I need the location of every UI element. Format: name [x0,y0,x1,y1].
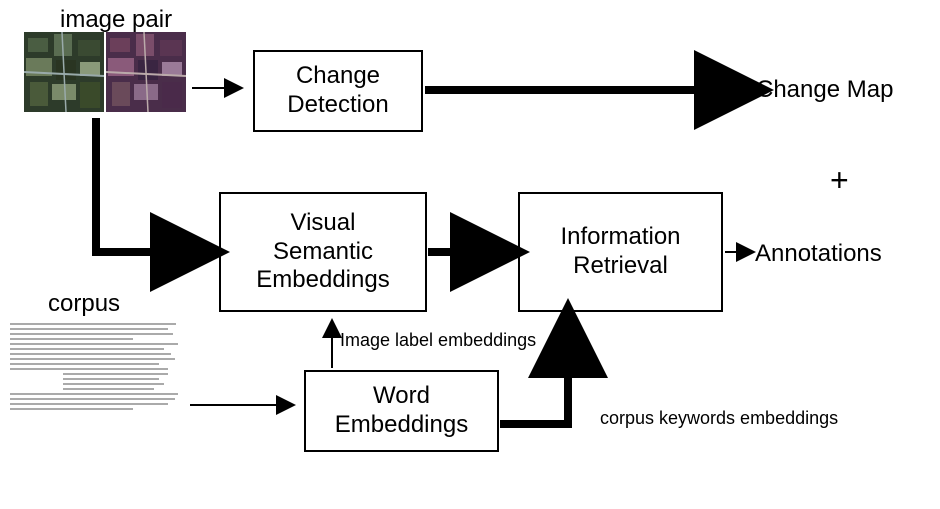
image-label-embeddings-label: Image label embeddings [340,330,536,351]
sat-image-2 [106,32,186,112]
change-detection-box: Change Detection [253,50,423,132]
information-retrieval-box: Information Retrieval [518,192,723,312]
image-pair [24,32,186,112]
sat-image-1 [24,32,104,112]
corpus-keywords-embeddings-label: corpus keywords embeddings [600,408,838,429]
vse-text: Visual Semantic Embeddings [256,209,389,295]
visual-semantic-embeddings-box: Visual Semantic Embeddings [219,192,427,312]
word-embeddings-box: Word Embeddings [304,370,499,452]
corpus-image [10,320,185,440]
we-text: Word Embeddings [335,382,468,440]
annotations-label: Annotations [755,240,882,268]
image-pair-label: image pair [60,6,172,34]
corpus-label: corpus [48,290,120,318]
plus-symbol: + [830,162,849,199]
ir-text: Information Retrieval [560,223,680,281]
change-detection-text: Change Detection [287,62,388,120]
change-map-label: Change Map [756,76,893,104]
